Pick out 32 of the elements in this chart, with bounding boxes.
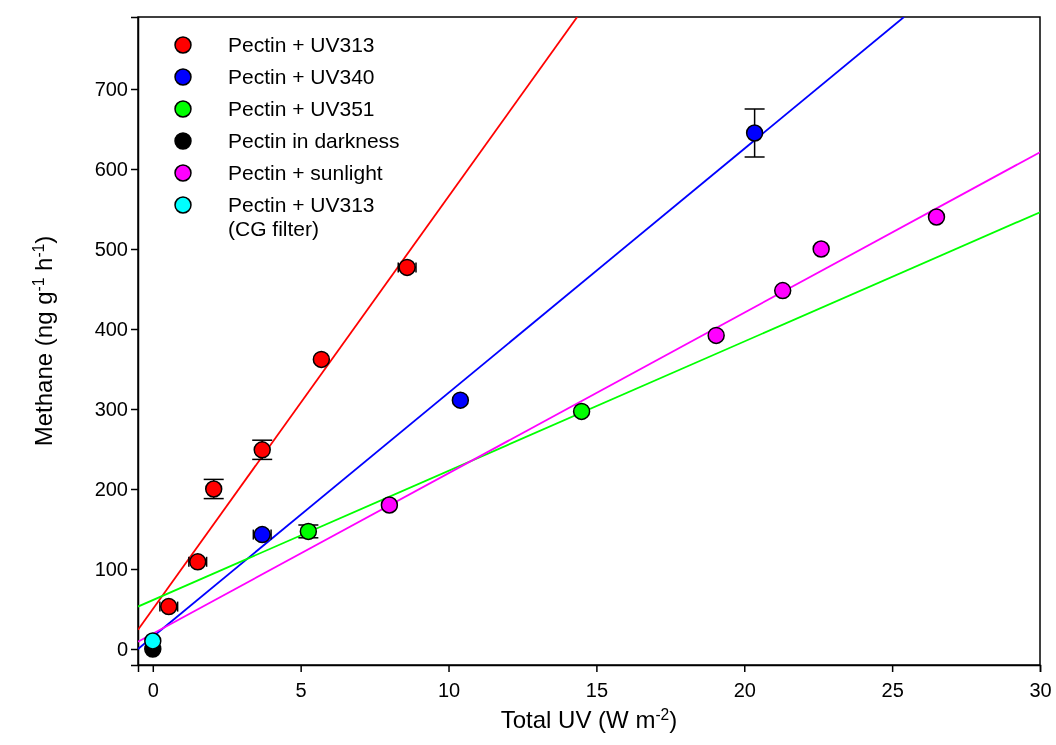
x-tick-label: 10: [437, 679, 461, 701]
legend-label: Pectin + UV313: [228, 33, 375, 56]
legend-label: Pectin in darkness: [228, 129, 400, 152]
legend-label: Pectin + UV313 (CG filter): [228, 193, 375, 241]
x-axis-title: Total UV (W m$^{-2}$): [500, 705, 678, 733]
legend-label: Pectin + UV340: [228, 65, 375, 88]
y-tick-label: 100: [94, 557, 128, 580]
y-tick-label: 0: [116, 637, 128, 660]
point: [380, 496, 399, 514]
point: [707, 326, 725, 345]
point: [312, 350, 331, 369]
point: [451, 391, 470, 409]
x-tick-label: 0: [147, 679, 159, 701]
legend-label: Pectin + UV351: [228, 97, 375, 120]
y-tick-label: 300: [94, 397, 128, 420]
point: [572, 402, 591, 421]
y-tick-label: 700: [94, 77, 128, 100]
legend-label: Pectin + sunlight: [228, 161, 383, 184]
x-tick-label: 20: [733, 679, 756, 701]
y-tick-label: 500: [94, 237, 128, 260]
point: [773, 281, 792, 300]
x-tick-label: 30: [1029, 679, 1052, 701]
point: [144, 632, 162, 650]
y-tick-label: 400: [94, 317, 128, 340]
y-tick-label: 600: [94, 157, 128, 180]
x-tick-label: 15: [585, 679, 609, 701]
y-tick-label: 200: [94, 477, 128, 500]
point: [745, 124, 764, 142]
x-tick-label: 25: [881, 679, 904, 701]
x-tick-label: 5: [295, 679, 307, 701]
point: [812, 240, 830, 258]
point: [927, 208, 946, 226]
